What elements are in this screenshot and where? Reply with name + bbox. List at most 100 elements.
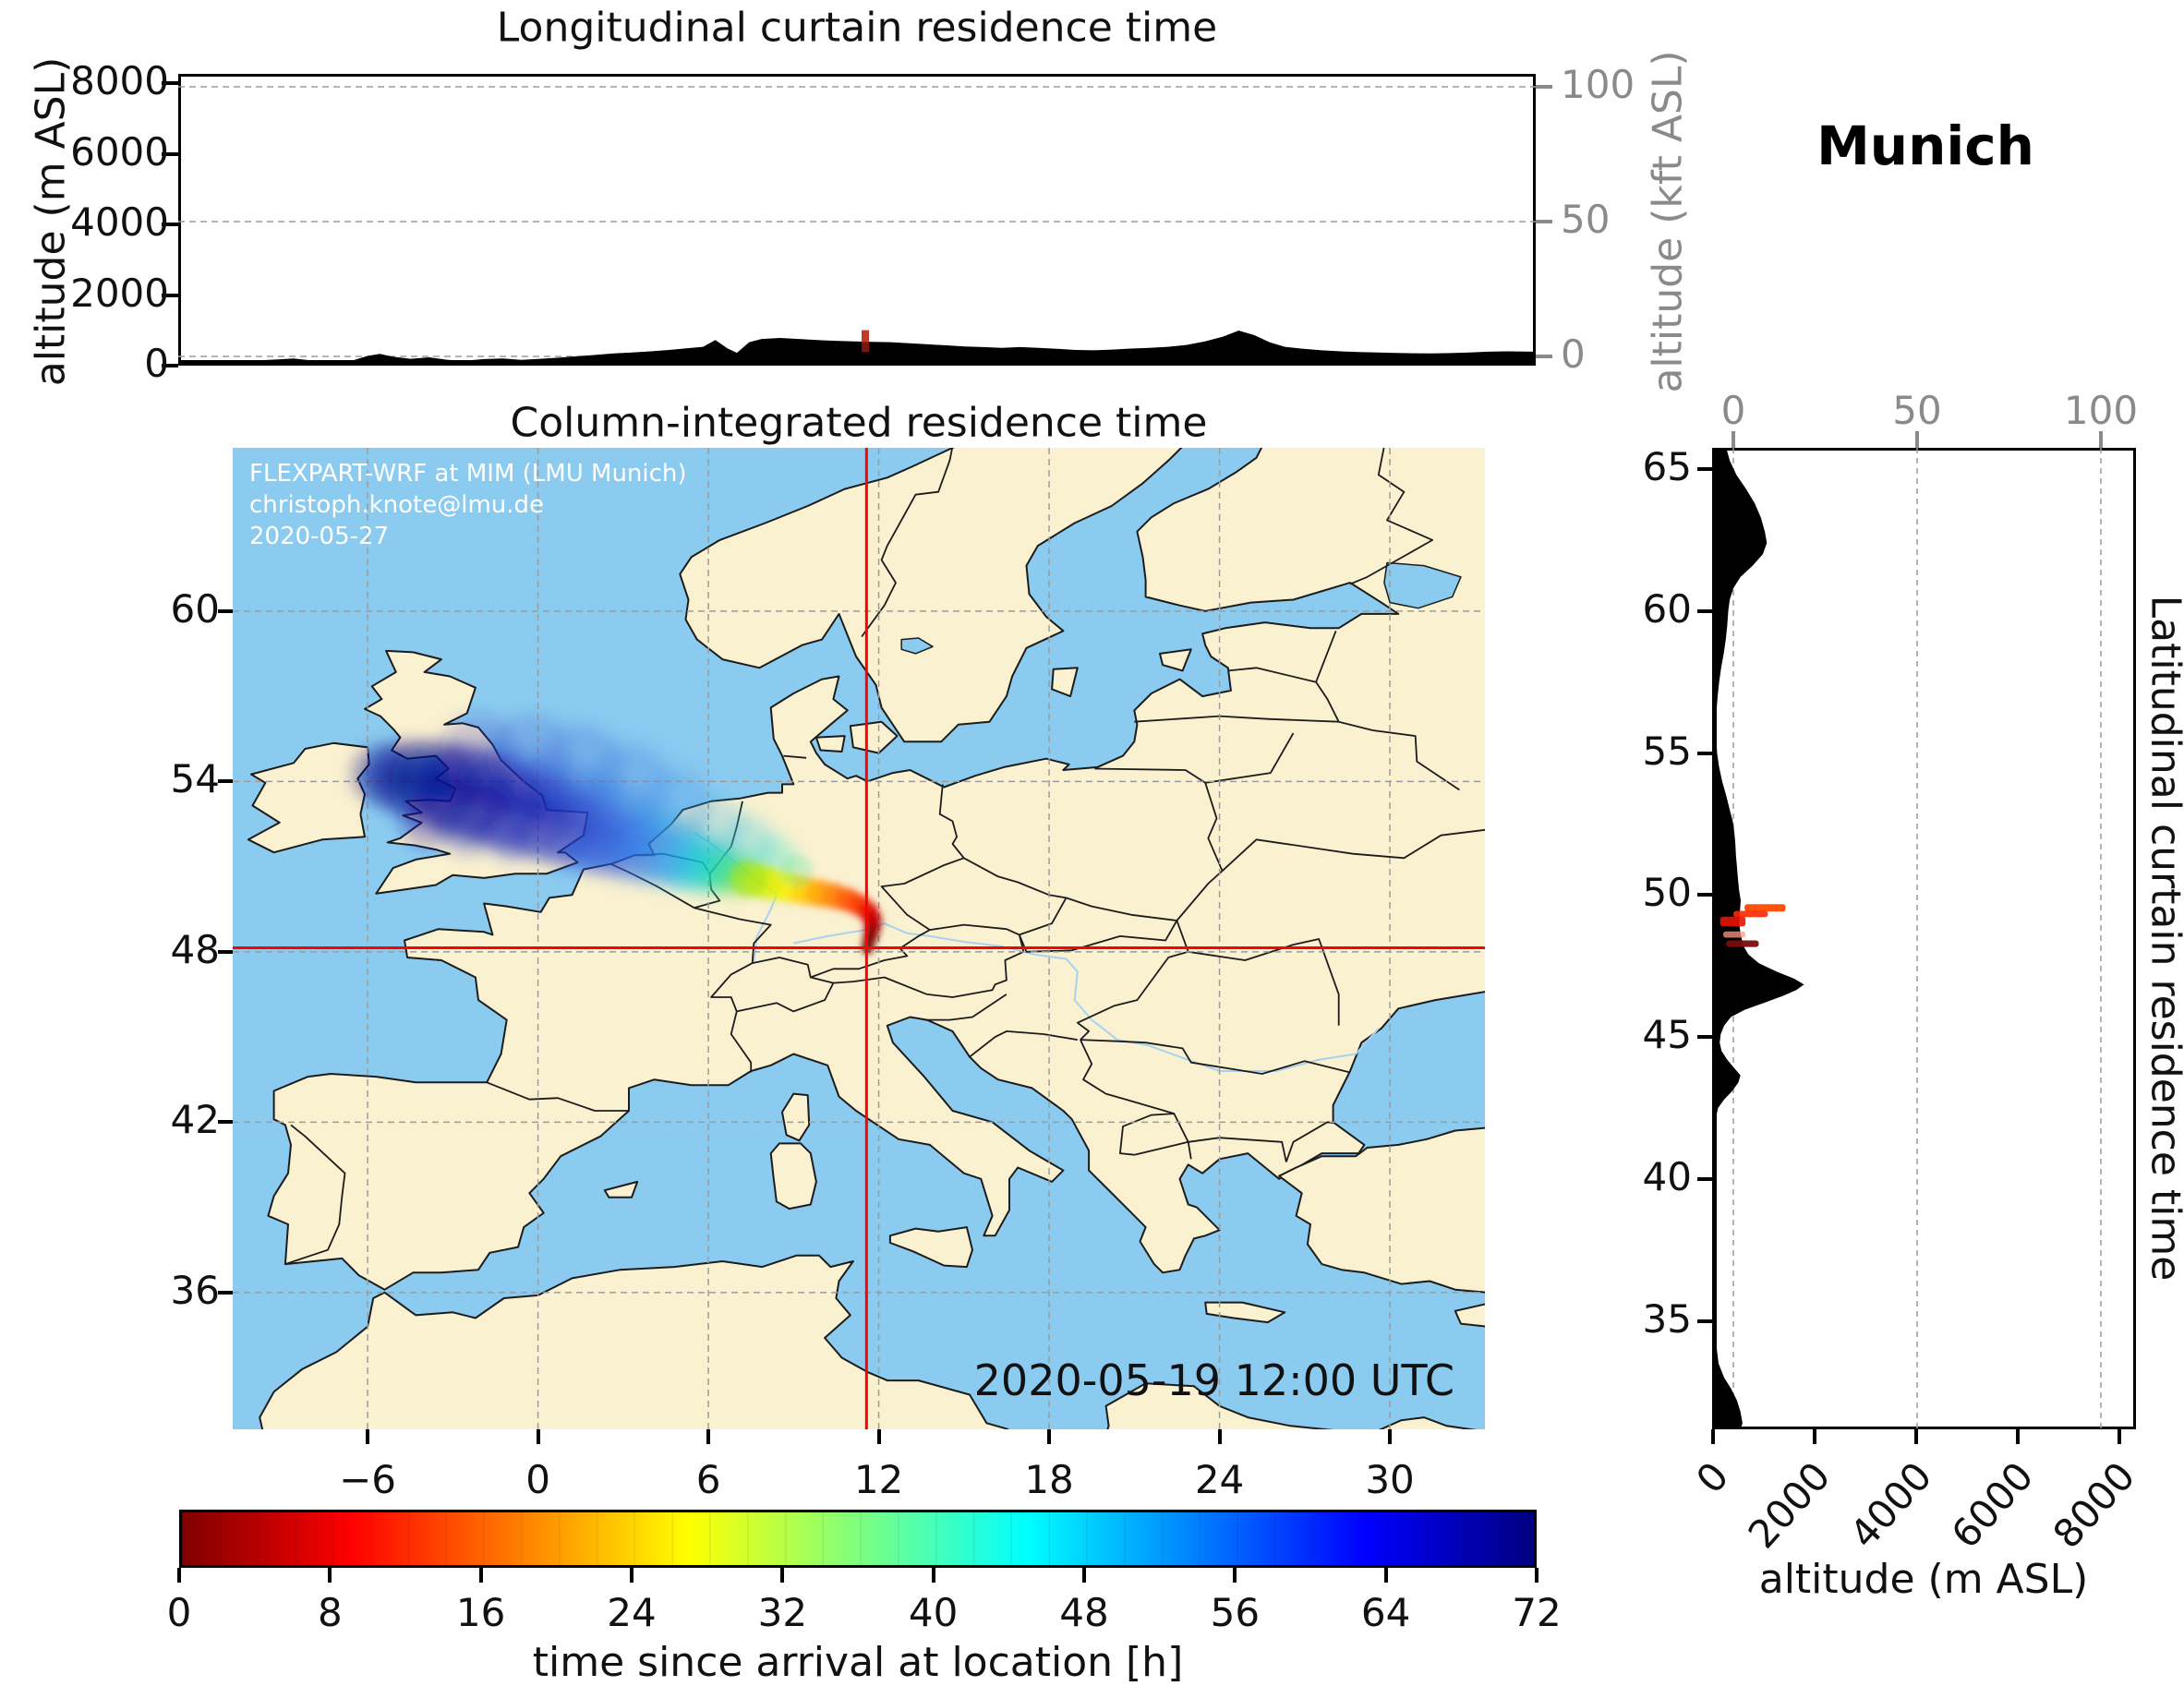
colorbar-tick-mark bbox=[328, 1568, 332, 1583]
map-y-tick-mark bbox=[218, 779, 233, 784]
right-alt-tick-label: 6000 bbox=[1942, 1453, 2043, 1558]
colorbar-tick-label: 0 bbox=[166, 1590, 192, 1635]
plume-curtain-bar bbox=[1719, 916, 1746, 927]
terrain-profile-latitudinal bbox=[1712, 448, 1804, 1429]
altitude-m-tick-label: 8000 bbox=[70, 58, 169, 103]
altitude-m-tick-label: 6000 bbox=[70, 128, 169, 175]
plume-curtain-bar bbox=[1726, 940, 1759, 947]
colorbar-tick-mark bbox=[780, 1568, 785, 1583]
plume-curtain-bar bbox=[862, 330, 869, 343]
right-alt-tick-mark bbox=[1813, 1429, 1816, 1444]
country-border bbox=[926, 934, 1025, 998]
right-alt-tick-mark bbox=[1914, 1429, 1918, 1444]
latitude-tick-label: 60 bbox=[170, 585, 220, 632]
island bbox=[1051, 667, 1079, 698]
colorbar-tick-label: 8 bbox=[317, 1590, 343, 1635]
colorbar-tick-label: 16 bbox=[455, 1590, 506, 1635]
country-border bbox=[284, 1124, 346, 1265]
island bbox=[849, 720, 899, 754]
location-title: Munich bbox=[1816, 114, 2034, 177]
altitude-kft-tick-label: 0 bbox=[1561, 331, 1586, 377]
right-alt-tick-mark bbox=[2118, 1429, 2121, 1444]
right-lat-tick-mark bbox=[1697, 1035, 1712, 1040]
colorbar-tick-label: 32 bbox=[757, 1590, 808, 1635]
y-tick-mark bbox=[162, 364, 178, 367]
country-border bbox=[1134, 715, 1339, 723]
country-border bbox=[963, 857, 1067, 899]
longitude-tick-label: 6 bbox=[695, 1457, 721, 1502]
watermark-line3: 2020-05-27 bbox=[249, 522, 390, 550]
right-xlabel: altitude (m ASL) bbox=[1758, 1556, 2089, 1603]
country-border bbox=[923, 994, 1008, 1021]
altitude-m-tick-label: 0 bbox=[144, 341, 169, 386]
right-alt-tick-label: 4000 bbox=[1840, 1453, 1941, 1558]
colorbar-tick-label: 40 bbox=[908, 1590, 959, 1635]
longitude-tick-label: 0 bbox=[525, 1457, 550, 1502]
country-border bbox=[938, 784, 965, 859]
plume-curtain-bar bbox=[1723, 931, 1746, 938]
right-lat-tick-label: 45 bbox=[1642, 1012, 1692, 1058]
country-border bbox=[710, 957, 835, 1013]
map-x-tick-mark bbox=[876, 1429, 881, 1444]
plume-core bbox=[730, 854, 882, 955]
north-africa-east bbox=[1104, 1382, 1478, 1429]
map-y-tick-mark bbox=[218, 949, 233, 954]
island bbox=[1454, 1303, 1485, 1328]
right-lat-tick-mark bbox=[1697, 1176, 1712, 1181]
colorbar-tick-mark bbox=[1535, 1568, 1538, 1583]
mainland-europe bbox=[267, 448, 1485, 1291]
top-panel-title: Longitudinal curtain residence time bbox=[496, 4, 1218, 52]
country-border bbox=[861, 448, 954, 638]
map-y-tick-mark bbox=[218, 1290, 233, 1295]
colorbar-tick-mark bbox=[478, 1568, 483, 1583]
map-x-tick-mark bbox=[536, 1429, 540, 1444]
anatolia bbox=[1278, 1126, 1485, 1294]
kft-tick-mark bbox=[1536, 220, 1552, 223]
north-africa-west bbox=[259, 1254, 1010, 1429]
country-border bbox=[486, 1081, 629, 1112]
colorbar-tick-label: 24 bbox=[607, 1590, 657, 1635]
map-y-tick-mark bbox=[218, 1120, 233, 1125]
right-lat-tick-label: 35 bbox=[1642, 1295, 1692, 1342]
plume-curtain-bar bbox=[1733, 910, 1768, 918]
right-kft-tick-label: 50 bbox=[1892, 388, 1942, 433]
watermark-line1: FLEXPART-WRF at MIM (LMU Munich) bbox=[249, 460, 687, 488]
colorbar-tick-label: 72 bbox=[1512, 1590, 1562, 1635]
colorbar-tick-mark bbox=[1383, 1568, 1388, 1583]
country-border bbox=[810, 929, 931, 979]
country-border bbox=[1221, 828, 1485, 872]
map-x-tick-mark bbox=[1217, 1429, 1222, 1444]
right-panel-label: Latitudinal curtain residence time bbox=[2142, 595, 2184, 1282]
plume-curtain-bar bbox=[862, 342, 869, 353]
colorbar-tick-mark bbox=[1082, 1568, 1086, 1583]
latitudinal-curtain-panel bbox=[1712, 448, 2136, 1429]
terrain-profile-longitudinal bbox=[178, 331, 1536, 362]
country-border bbox=[1066, 897, 1177, 921]
longitude-tick-label: 18 bbox=[1024, 1457, 1074, 1502]
country-border bbox=[833, 976, 928, 995]
plume-diffuse bbox=[350, 713, 796, 897]
country-border bbox=[1080, 1039, 1192, 1160]
right-lat-tick-label: 50 bbox=[1642, 870, 1692, 916]
colorbar-tick-label: 64 bbox=[1360, 1590, 1411, 1635]
country-border bbox=[1338, 720, 1460, 791]
right-lat-tick-mark bbox=[1697, 467, 1712, 472]
colorbar-tick-label: 56 bbox=[1210, 1590, 1261, 1635]
right-top-tick-mark bbox=[2099, 431, 2103, 448]
top-ylabel-m: altitude (m ASL) bbox=[27, 56, 75, 387]
country-border bbox=[1349, 448, 1434, 585]
right-lat-tick-mark bbox=[1697, 1319, 1712, 1323]
colorbar-label: time since arrival at location [h] bbox=[532, 1639, 1184, 1686]
country-border bbox=[1315, 630, 1337, 683]
altitude-kft-tick-label: 50 bbox=[1561, 197, 1611, 242]
right-kft-tick-label: 100 bbox=[2063, 388, 2139, 433]
longitudinal-curtain-panel bbox=[178, 74, 1536, 366]
island bbox=[1204, 1301, 1286, 1324]
map-panel-title: Column-integrated residence time bbox=[510, 399, 1208, 447]
island bbox=[603, 1180, 639, 1198]
island bbox=[888, 1226, 973, 1269]
country-border bbox=[1227, 667, 1340, 723]
longitude-tick-label: −6 bbox=[339, 1457, 397, 1502]
map-x-tick-mark bbox=[1388, 1429, 1393, 1444]
map-plot bbox=[233, 448, 1485, 1429]
